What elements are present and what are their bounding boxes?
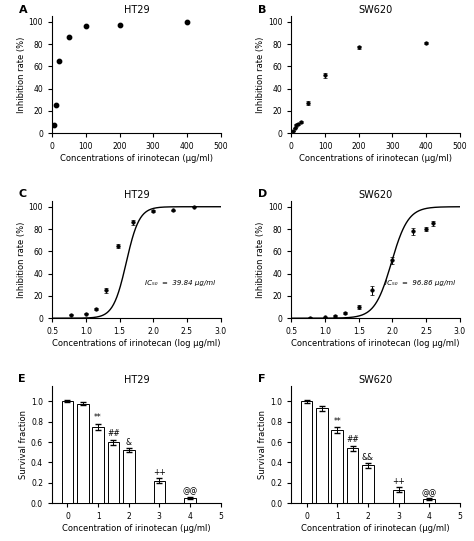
Bar [77,404,89,503]
Text: ++: ++ [153,468,166,477]
Bar [154,481,165,503]
Text: **: ** [94,413,102,422]
Text: D: D [258,189,267,200]
Text: ++: ++ [392,477,405,486]
Text: @@: @@ [421,488,437,497]
Text: IC₅₀  =  39.84 μg/ml: IC₅₀ = 39.84 μg/ml [146,280,216,286]
X-axis label: Concentrations of irinotecan (log μg/ml): Concentrations of irinotecan (log μg/ml) [292,339,460,348]
Y-axis label: Inhibition rate (%): Inhibition rate (%) [17,37,26,113]
Bar [347,448,358,503]
Text: ##: ## [346,436,359,444]
Text: E: E [18,374,26,385]
Bar [301,401,312,503]
Title: HT29: HT29 [124,375,149,385]
Bar [92,427,104,503]
Bar [331,430,343,503]
Y-axis label: Inhibition rate (%): Inhibition rate (%) [256,221,265,298]
Point [65,33,73,42]
X-axis label: Concentration of irinotecan (μg/ml): Concentration of irinotecan (μg/ml) [62,524,210,533]
Bar [108,442,119,503]
X-axis label: Concentrations of irinotecan (log μg/ml): Concentrations of irinotecan (log μg/ml) [52,339,220,348]
Bar [392,490,404,503]
Text: @@: @@ [182,486,198,495]
Text: A: A [18,4,27,15]
Bar [423,499,435,503]
Title: SW620: SW620 [358,5,392,16]
Bar [184,498,196,503]
Title: HT29: HT29 [124,190,149,200]
Text: B: B [258,4,266,15]
Bar [316,408,328,503]
Text: &&: && [362,453,374,462]
X-axis label: Concentrations of irinotecan (μg/ml): Concentrations of irinotecan (μg/ml) [299,154,452,163]
Title: SW620: SW620 [358,190,392,200]
Point [55,56,63,65]
Text: IC₅₀  =  96.86 μg/ml: IC₅₀ = 96.86 μg/ml [384,280,455,286]
X-axis label: Concentration of irinotecan (μg/ml): Concentration of irinotecan (μg/ml) [301,524,450,533]
Title: HT29: HT29 [124,5,149,16]
Point [50,121,58,130]
Point [116,21,123,29]
X-axis label: Concentrations of irinotecan (μg/ml): Concentrations of irinotecan (μg/ml) [60,154,213,163]
Y-axis label: Inhibition rate (%): Inhibition rate (%) [17,221,26,298]
Text: **: ** [333,417,341,426]
Point [52,101,59,110]
Point [183,17,191,26]
Bar [362,465,374,503]
Y-axis label: Inhibition rate (%): Inhibition rate (%) [256,37,265,113]
Text: ##: ## [107,429,120,438]
Y-axis label: Survival fraction: Survival fraction [19,410,28,479]
Bar [62,401,73,503]
Text: F: F [258,374,265,385]
Title: SW620: SW620 [358,375,392,385]
Point [82,22,90,31]
Text: &: & [126,438,132,447]
Text: C: C [18,189,27,200]
Y-axis label: Survival fraction: Survival fraction [258,410,267,479]
Bar [123,450,135,503]
